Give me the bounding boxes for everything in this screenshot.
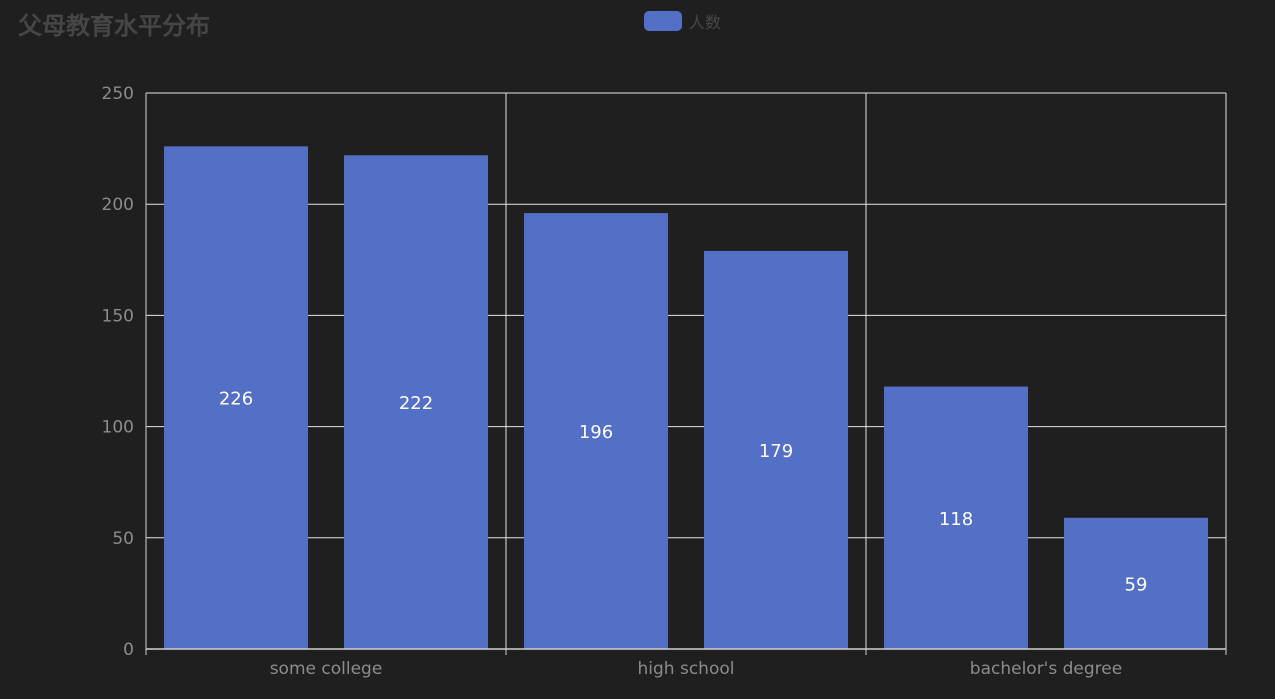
bar-value-label: 118 <box>939 509 973 530</box>
x-tick-label: some college <box>270 659 383 679</box>
y-tick-label: 150 <box>102 306 134 326</box>
labels: 0 50 100 150 200 250 226 222 196 179 118 59 some col… <box>102 84 1148 679</box>
x-tick-label: bachelor's degree <box>970 659 1122 679</box>
y-tick-label: 250 <box>102 84 134 104</box>
bar-value-label: 196 <box>579 422 613 443</box>
y-tick-label: 50 <box>112 529 134 549</box>
bar[interactable] <box>524 213 668 649</box>
x-tick-label: high school <box>638 659 735 679</box>
bar-value-label: 179 <box>759 441 793 462</box>
y-tick-label: 0 <box>123 640 134 660</box>
bar[interactable] <box>704 250 848 650</box>
legend-swatch[interactable] <box>644 11 682 31</box>
bar[interactable] <box>884 386 1028 649</box>
bar[interactable] <box>164 146 308 649</box>
bar-value-label: 226 <box>219 389 253 410</box>
y-tick-label: 200 <box>102 195 134 215</box>
chart-title: 父母教育水平分布 <box>18 12 210 40</box>
bar-value-label: 59 <box>1125 574 1148 595</box>
bar[interactable] <box>1064 517 1208 649</box>
bar[interactable] <box>344 155 488 649</box>
legend-label[interactable]: 人数 <box>689 13 722 32</box>
axes <box>145 93 1227 655</box>
bar-value-label: 222 <box>399 393 433 414</box>
grid-lines <box>145 92 1227 649</box>
bars <box>164 146 1208 650</box>
y-tick-label: 100 <box>102 418 134 438</box>
legend[interactable]: 人数 <box>644 10 721 32</box>
